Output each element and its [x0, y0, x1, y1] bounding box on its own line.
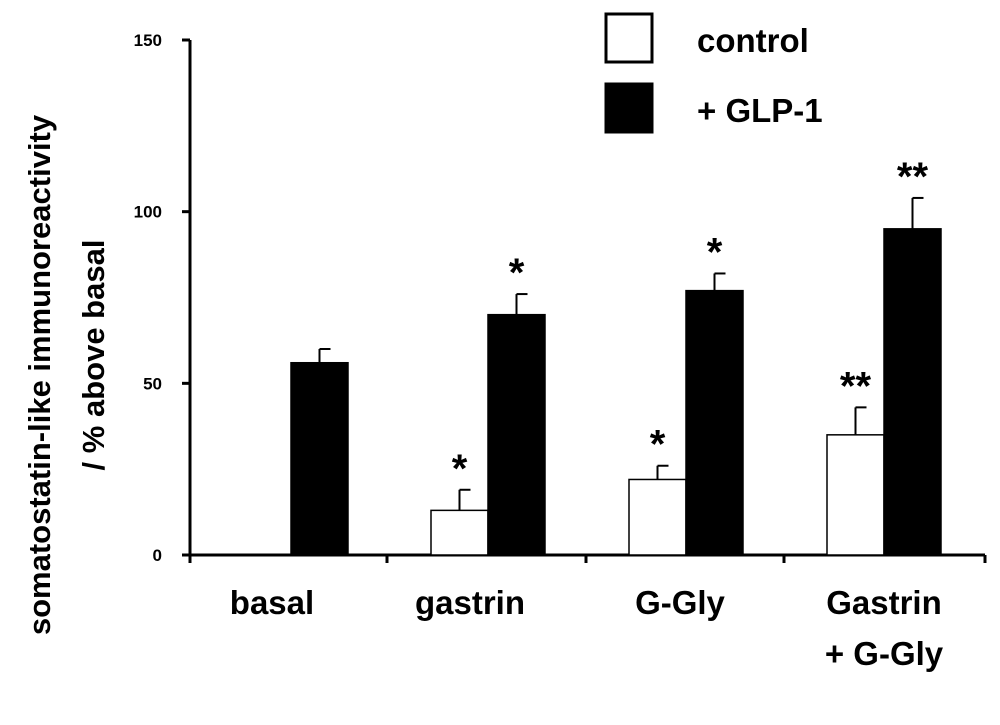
- bar-glp1: [290, 361, 349, 556]
- y-tick-label: 100: [134, 203, 162, 222]
- y-axis-title: somatostatin-like immunoreactivity / % a…: [22, 114, 111, 635]
- y-axis-title-line1: somatostatin-like immunoreactivity: [22, 114, 57, 635]
- category-label: basal: [230, 584, 314, 621]
- significance-marker: *: [509, 251, 525, 295]
- bar-glp1: [487, 313, 546, 556]
- y-tick-label: 0: [153, 546, 162, 565]
- bar-glp1: [685, 289, 744, 556]
- legend-swatch-control: [604, 12, 654, 64]
- significance-marker: *: [650, 423, 666, 467]
- bar-control: [826, 434, 885, 556]
- legend-swatch-glp1: [604, 82, 654, 134]
- category-label: + G-Gly: [825, 635, 944, 672]
- y-tick-label: 50: [143, 374, 162, 393]
- significance-marker: **: [840, 364, 872, 408]
- legend: control + GLP-1: [604, 12, 823, 134]
- y-tick-label: 150: [134, 31, 162, 50]
- significance-marker: *: [707, 230, 723, 274]
- legend-label-control: control: [697, 22, 809, 59]
- y-axis-title-line2: / % above basal: [76, 240, 111, 471]
- category-labels: basal gastrin G-Gly Gastrin + G-Gly: [230, 584, 944, 672]
- category-label: gastrin: [415, 584, 525, 621]
- significance-marker: *: [452, 447, 468, 491]
- category-label: Gastrin: [826, 584, 942, 621]
- bar-control: [628, 478, 687, 556]
- bar-control: [430, 509, 489, 556]
- bar-glp1: [883, 228, 942, 556]
- bars: ***** ***: [290, 155, 942, 556]
- category-label: G-Gly: [635, 584, 725, 621]
- significance-marker: **: [897, 155, 929, 199]
- legend-label-glp1: + GLP-1: [697, 92, 823, 129]
